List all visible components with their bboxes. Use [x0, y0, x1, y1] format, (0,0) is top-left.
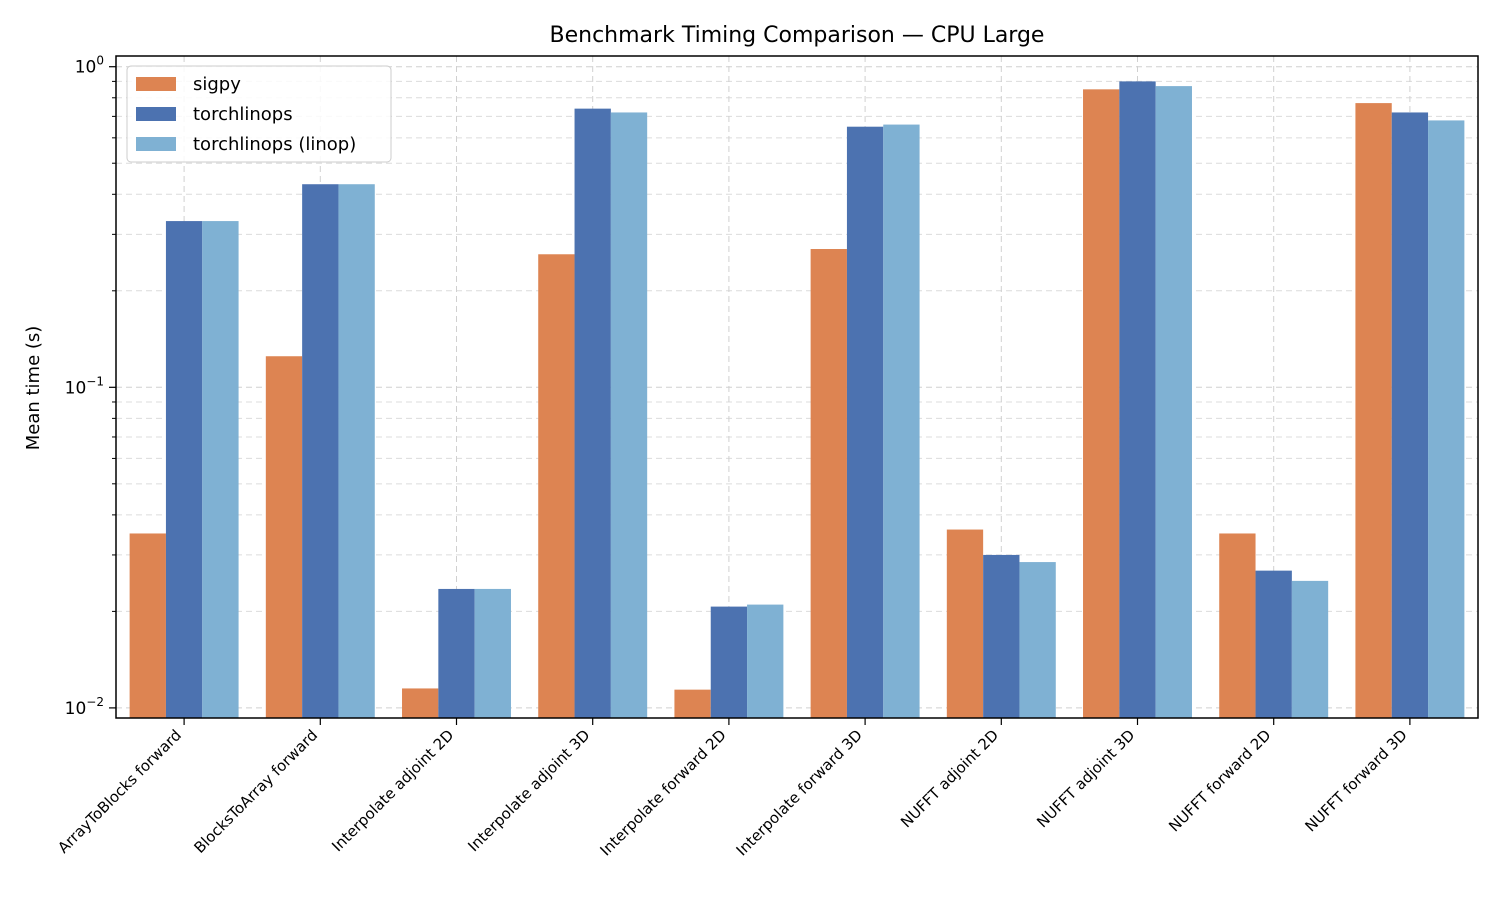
legend-box [126, 65, 392, 163]
x-tick-label: BlocksToArray forward [190, 726, 321, 857]
bar-torchlinops-linop- [1291, 580, 1329, 718]
bar-torchlinops-linop- [338, 184, 375, 718]
bars [129, 81, 1465, 719]
x-tick-label: NUFFT adjoint 3D [1033, 726, 1138, 831]
bar-sigpy [1219, 533, 1256, 718]
bar-torchlinops [1119, 81, 1156, 718]
bar-sigpy [1083, 89, 1120, 718]
bar-sigpy [265, 356, 303, 718]
legend-swatch [136, 137, 176, 151]
x-tick-label: Interpolate adjoint 3D [464, 726, 593, 855]
bar-torchlinops-linop- [883, 124, 920, 718]
legend-swatch [136, 77, 176, 91]
y-tick-label: 100 [75, 54, 104, 78]
bar-torchlinops [710, 606, 748, 718]
bar-torchlinops [846, 126, 884, 719]
bar-sigpy [538, 254, 575, 718]
legend-label: torchlinops [193, 104, 293, 125]
legend: sigpy torchlinops torchlinops (linop) [126, 65, 392, 163]
x-tick-label: NUFFT adjoint 2D [897, 726, 1002, 831]
bar-torchlinops [302, 184, 339, 718]
bar-torchlinops-linop- [1428, 120, 1465, 718]
x-tick-label: NUFFT forward 2D [1165, 726, 1274, 835]
bar-sigpy [129, 533, 166, 718]
bar-torchlinops-linop- [474, 588, 511, 718]
bar-sigpy [946, 529, 984, 718]
bar-torchlinops-linop- [747, 604, 784, 718]
bar-sigpy [810, 249, 847, 719]
legend-swatch [136, 107, 176, 121]
y-tick-label: 10−1 [65, 374, 104, 398]
bar-torchlinops [1391, 112, 1429, 719]
bar-torchlinops [1255, 570, 1292, 718]
legend-label: torchlinops (linop) [193, 134, 356, 155]
y-axis-label: Mean time (s) [23, 326, 44, 451]
x-tick-label: ArrayToBlocks forward [54, 726, 185, 857]
bar-torchlinops-linop- [202, 221, 239, 719]
bar-sigpy [1355, 103, 1392, 719]
chart-title: Benchmark Timing Comparison — CPU Large [550, 23, 1045, 48]
bar-torchlinops [165, 221, 203, 719]
bar-torchlinops-linop- [1155, 86, 1192, 719]
x-tick-label: Interpolate forward 2D [596, 726, 729, 859]
bar-torchlinops-linop- [610, 112, 648, 719]
bar-sigpy [402, 688, 439, 718]
y-tick-label: 10−2 [65, 695, 104, 719]
bar-torchlinops-linop- [1019, 562, 1056, 718]
x-tick-label: Interpolate forward 3D [733, 726, 866, 859]
bar-torchlinops [438, 588, 475, 718]
legend-label: sigpy [193, 74, 241, 95]
bar-torchlinops [983, 554, 1020, 718]
bar-sigpy [674, 689, 711, 718]
x-tick-label: Interpolate adjoint 2D [328, 726, 457, 855]
bar-torchlinops [574, 108, 611, 719]
x-tick-label: NUFFT forward 3D [1301, 726, 1410, 835]
